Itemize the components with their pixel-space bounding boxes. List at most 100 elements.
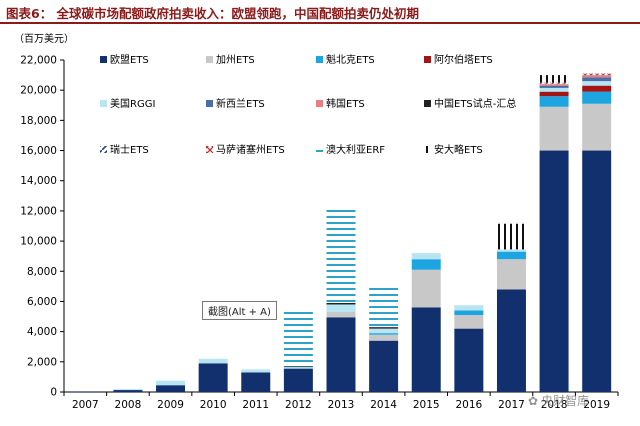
bar-segment-2011-4 [241, 369, 271, 373]
x-tick-label: 2018 [541, 399, 568, 411]
wechat-icon: ✿ [528, 394, 539, 408]
legend-swatch [100, 146, 107, 153]
bar-segment-2013-4 [326, 304, 356, 313]
bar-segment-2018-6 [539, 84, 569, 86]
bar-segment-2014-1 [369, 334, 399, 341]
y-tick-label: 14,000 [20, 175, 57, 187]
bar-segment-2014-10 [369, 286, 399, 328]
y-tick-label: 18,000 [20, 115, 57, 127]
bar-segment-2018-3 [539, 91, 569, 97]
bar-segment-2008-4 [113, 389, 143, 391]
bar-segment-2014-7 [369, 327, 399, 329]
bar-segment-2010-0 [198, 363, 228, 392]
x-tick-label: 2008 [115, 399, 142, 411]
x-tick-label: 2009 [157, 399, 184, 411]
bar-segment-2016-0 [454, 328, 484, 392]
bar-segment-2012-10 [283, 310, 313, 367]
legend-swatch [316, 56, 323, 63]
bar-segment-2019-4 [582, 81, 612, 86]
bar-segment-2018-11 [539, 75, 569, 83]
bar-segment-2009-4 [156, 380, 186, 386]
x-tick-label: 2011 [242, 399, 269, 411]
bar-segment-2019-3 [582, 85, 612, 92]
legend-swatch [424, 146, 431, 153]
bar-segment-2019-5 [582, 77, 612, 82]
bar-segment-2019-0 [582, 150, 612, 392]
legend-label: 澳大利亚ERF [326, 143, 385, 156]
x-tick-label: 2013 [328, 399, 355, 411]
bar-segment-2016-1 [454, 315, 484, 329]
y-tick-label: 12,000 [20, 205, 57, 217]
legend-swatch [100, 100, 107, 107]
x-tick-label: 2015 [413, 399, 440, 411]
watermark-text: 央财智库 [541, 394, 590, 408]
x-tick-label: 2007 [72, 399, 99, 411]
bar-segment-2018-2 [539, 96, 569, 107]
y-tick-label: 16,000 [20, 145, 57, 157]
bar-segment-2013-1 [326, 312, 356, 318]
bar-segment-2015-4 [411, 253, 441, 260]
screenshot-tooltip: 截图(Alt + A) [202, 301, 277, 320]
legend-label: 美国RGGI [110, 97, 155, 110]
bar-segment-2014-2 [369, 333, 399, 335]
bar-segment-2018-4 [539, 87, 569, 92]
y-tick-label: 4,000 [27, 326, 57, 338]
bar-segment-2018-5 [539, 85, 569, 88]
bar-segment-2017-1 [496, 259, 526, 290]
bar-segment-2009-0 [156, 385, 186, 392]
y-tick-label: 2,000 [27, 356, 57, 368]
bar-segment-2008-0 [113, 390, 143, 392]
legend-label: 加州ETS [216, 54, 255, 66]
bar-segment-2012-4 [283, 367, 313, 369]
legend-swatch [424, 56, 431, 63]
legend-label: 欧盟ETS [110, 54, 149, 66]
legend-label: 瑞士ETS [110, 143, 149, 156]
bar-segment-2016-4 [454, 305, 484, 311]
bar-segment-2013-10 [326, 206, 356, 303]
x-tick-label: 2017 [498, 399, 525, 411]
legend-swatch [424, 100, 431, 107]
bar-segment-2014-4 [369, 328, 399, 334]
bar-segment-2019-8 [582, 74, 612, 76]
y-tick-label: 22,000 [20, 55, 57, 67]
y-tick-label: 6,000 [27, 296, 57, 308]
bar-segment-2019-2 [582, 91, 612, 104]
watermark: ✿ 央财智库 [528, 392, 589, 409]
legend-label: 马萨诸塞州ETS [216, 143, 285, 156]
bar-segment-2012-0 [283, 368, 313, 392]
bar-segment-2019-9 [582, 73, 612, 75]
bars [70, 73, 612, 392]
legend-label: 阿尔伯塔ETS [434, 53, 493, 66]
y-tick-label: 0 [50, 387, 57, 399]
legend-label: 安大略ETS [434, 143, 483, 156]
bar-segment-2013-0 [326, 317, 356, 392]
legend-swatch [206, 146, 213, 153]
legend-swatch [316, 100, 323, 107]
legend-label: 中国ETS试点-汇总 [434, 97, 516, 110]
bar-segment-2017-4 [496, 249, 526, 252]
bar-segment-2007-0 [70, 391, 100, 392]
bar-segment-2017-0 [496, 289, 526, 392]
legend: 欧盟ETS 加州ETS 魁北克ETS 阿尔伯塔ETS 美国RGGI 新西兰ETS 韩国ETS… [100, 53, 516, 156]
bar-segment-2019-6 [582, 75, 612, 78]
bar-segment-2017-11 [496, 223, 526, 250]
bar-segment-2015-1 [411, 269, 441, 308]
x-axis: 2007 2008 2009 2010 2011 2012 2013 2014 2015 2016… [63, 391, 619, 411]
bar-segment-2018-0 [539, 150, 569, 392]
x-tick-label: 2016 [455, 399, 482, 411]
legend-swatch [206, 100, 213, 107]
y-tick-label: 20,000 [20, 85, 57, 97]
bar-segment-2018-1 [539, 106, 569, 151]
legend-label: 韩国ETS [326, 97, 365, 110]
bar-segment-2011-0 [241, 372, 271, 392]
bar-segment-2018-8 [539, 83, 569, 85]
y-tick-label: 8,000 [27, 266, 57, 278]
x-tick-label: 2014 [370, 399, 397, 411]
y-axis-unit-label: （百万美元） [14, 34, 74, 45]
bar-segment-2013-7 [326, 302, 356, 305]
legend-swatch [206, 56, 213, 63]
legend-swatch [100, 56, 107, 63]
bar-segment-2010-4 [198, 358, 228, 364]
bar-segment-2017-2 [496, 251, 526, 260]
